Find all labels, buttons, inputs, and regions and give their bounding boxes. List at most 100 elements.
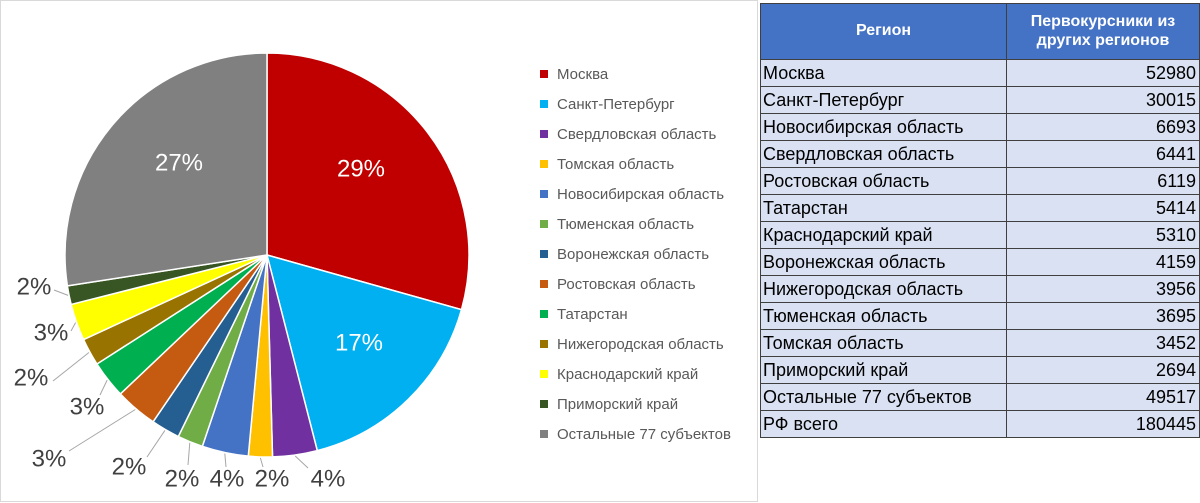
legend-label: Остальные 77 субъектов bbox=[557, 425, 731, 443]
table-row: Нижегородская область 3956 bbox=[760, 275, 1200, 303]
legend-item: Томская область bbox=[540, 149, 731, 179]
pie-chart-panel: 29% 17% 4% 2% 4% 2% 2% 3% 3% 2% 3% 2% 27% Москва Санк… bbox=[0, 0, 758, 502]
freshmen-count-cell: 3695 bbox=[1006, 302, 1200, 330]
legend-marker bbox=[540, 280, 548, 288]
legend-label: Краснодарский край bbox=[557, 365, 699, 383]
table-row: Приморский край 2694 bbox=[760, 356, 1200, 384]
region-name-cell: Нижегородская область bbox=[760, 275, 1007, 303]
region-name-cell: Краснодарский край bbox=[760, 221, 1007, 249]
region-name-cell: Приморский край bbox=[760, 356, 1007, 384]
legend-item: Воронежская область bbox=[540, 239, 731, 269]
legend-label: Свердловская область bbox=[557, 125, 717, 143]
legend-label: Ростовская область bbox=[557, 275, 696, 293]
legend-marker bbox=[540, 370, 548, 378]
pie-data-label-9: 3% bbox=[70, 394, 105, 421]
pie-chart: 29%17%4%2%4%2%2%3%3%2%3%2%27% bbox=[14, 52, 470, 493]
chart-legend: Москва Санкт-Петербург Свердловская област… bbox=[540, 59, 731, 449]
region-name-cell: Санкт-Петербург bbox=[760, 86, 1007, 114]
pie-slice-2 bbox=[265, 253, 463, 452]
leader-line-10 bbox=[52, 352, 90, 382]
table-row: Томская область 3452 bbox=[760, 329, 1200, 357]
table-row: Новосибирская область 6693 bbox=[760, 113, 1200, 141]
freshmen-count-cell: 5310 bbox=[1006, 221, 1200, 249]
freshmen-count-cell: 6441 bbox=[1006, 140, 1200, 168]
table-row: Санкт-Петербург 30015 bbox=[760, 86, 1200, 114]
leader-line-3 bbox=[294, 455, 309, 469]
table-row: РФ всего 180445 bbox=[760, 410, 1200, 438]
legend-marker bbox=[540, 220, 548, 228]
legend-marker bbox=[540, 70, 548, 78]
legend-marker bbox=[540, 100, 548, 108]
legend-item: Ростовская область bbox=[540, 269, 731, 299]
legend-marker bbox=[540, 430, 548, 438]
table-row: Тюменская область 3695 bbox=[760, 302, 1200, 330]
legend-item: Москва bbox=[540, 59, 731, 89]
legend-item: Новосибирская область bbox=[540, 179, 731, 209]
legend-marker bbox=[540, 340, 548, 348]
freshmen-count-cell: 49517 bbox=[1006, 383, 1200, 411]
pie-data-label-6: 2% bbox=[165, 466, 200, 493]
freshmen-count-cell: 52980 bbox=[1006, 59, 1200, 87]
freshmen-count-cell: 30015 bbox=[1006, 86, 1200, 114]
region-name-cell: Остальные 77 субъектов bbox=[760, 383, 1007, 411]
legend-item: Приморский край bbox=[540, 389, 731, 419]
legend-label: Приморский край bbox=[557, 395, 679, 413]
leader-line-12 bbox=[53, 289, 69, 296]
table-header-row: Регион Первокурсники из других регионов bbox=[760, 3, 1200, 60]
freshmen-count-cell: 6693 bbox=[1006, 113, 1200, 141]
legend-marker bbox=[540, 400, 548, 408]
region-name-cell: Ростовская область bbox=[760, 167, 1007, 195]
pie-data-label-4: 2% bbox=[255, 466, 290, 493]
legend-label: Воронежская область bbox=[557, 245, 710, 263]
freshmen-count-cell: 2694 bbox=[1006, 356, 1200, 384]
region-name-cell: Тюменская область bbox=[760, 302, 1007, 330]
table-row: Москва 52980 bbox=[760, 59, 1200, 87]
pie-data-label-7: 2% bbox=[112, 454, 147, 481]
leader-line-6 bbox=[187, 442, 191, 466]
leader-line-8 bbox=[68, 409, 136, 452]
region-name-cell: Свердловская область bbox=[760, 140, 1007, 168]
region-name-cell: Томская область bbox=[760, 329, 1007, 357]
region-name-cell: Татарстан bbox=[760, 194, 1007, 222]
freshmen-count-cell: 3956 bbox=[1006, 275, 1200, 303]
table-row: Остальные 77 субъектов 49517 bbox=[760, 383, 1200, 411]
region-name-cell: Москва bbox=[760, 59, 1007, 87]
region-name-cell: Новосибирская область bbox=[760, 113, 1007, 141]
leader-line-9 bbox=[99, 379, 108, 396]
legend-marker bbox=[540, 190, 548, 198]
legend-label: Нижегородская область bbox=[557, 335, 724, 353]
legend-item: Татарстан bbox=[540, 299, 731, 329]
table-row: Краснодарский край 5310 bbox=[760, 221, 1200, 249]
pie-slice-13 bbox=[64, 52, 268, 287]
region-name-cell: РФ всего bbox=[760, 410, 1007, 438]
pie-data-label-3: 4% bbox=[311, 466, 346, 493]
region-name-cell: Воронежская область bbox=[760, 248, 1007, 276]
freshmen-count-cell: 6119 bbox=[1006, 167, 1200, 195]
header-freshmen-count: Первокурсники из других регионов bbox=[1006, 3, 1200, 60]
pie-data-label-11: 3% bbox=[34, 320, 69, 347]
legend-item: Нижегородская область bbox=[540, 329, 731, 359]
legend-label: Москва bbox=[557, 65, 609, 83]
freshmen-count-cell: 4159 bbox=[1006, 248, 1200, 276]
freshmen-count-cell: 5414 bbox=[1006, 194, 1200, 222]
leader-line-7 bbox=[146, 430, 166, 458]
table-row: Ростовская область 6119 bbox=[760, 167, 1200, 195]
table-row: Свердловская область 6441 bbox=[760, 140, 1200, 168]
leader-line-4 bbox=[259, 457, 264, 468]
table-body: Москва 52980 Санкт-Петербург 30015 Новосибир… bbox=[760, 59, 1200, 438]
header-region: Регион bbox=[760, 3, 1007, 60]
pie-data-label-1: 29% bbox=[337, 156, 385, 183]
legend-marker bbox=[540, 310, 548, 318]
table-row: Воронежская область 4159 bbox=[760, 248, 1200, 276]
legend-label: Татарстан bbox=[557, 305, 628, 323]
pie-data-label-13: 27% bbox=[155, 150, 203, 177]
legend-marker bbox=[540, 130, 548, 138]
legend-marker bbox=[540, 160, 548, 168]
legend-label: Новосибирская область bbox=[557, 185, 725, 203]
legend-item: Тюменская область bbox=[540, 209, 731, 239]
legend-label: Тюменская область bbox=[557, 215, 695, 233]
legend-item: Санкт-Петербург bbox=[540, 89, 731, 119]
leader-line-11 bbox=[70, 322, 77, 332]
pie-slice-1 bbox=[266, 52, 470, 311]
pie-data-label-5: 4% bbox=[210, 466, 245, 493]
